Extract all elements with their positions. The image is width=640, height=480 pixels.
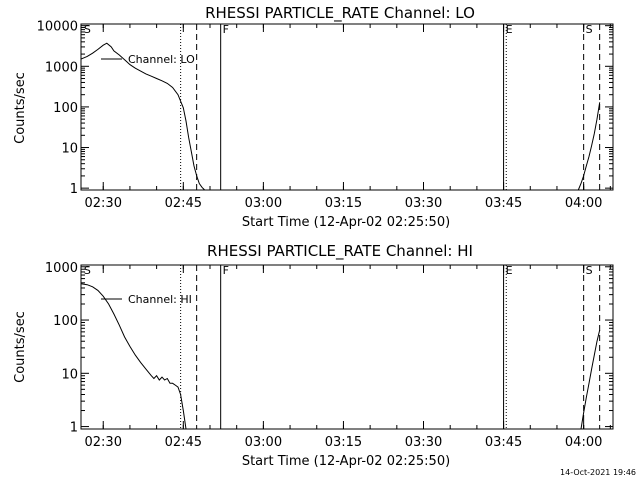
chart-panel-lo: RHESSI PARTICLE_RATE Channel: LO Counts/…: [13, 4, 614, 230]
x-tick-label: 02:45: [165, 196, 202, 211]
x-tick-label: 03:00: [245, 435, 282, 450]
series-group-lo: [80, 42, 601, 191]
y-axis-label-hi: Counts/sec: [13, 311, 28, 383]
x-tick-label: 03:45: [485, 196, 522, 211]
event-marker-label: F: [223, 23, 229, 36]
legend-label-lo: Channel: LO: [128, 53, 195, 66]
chart-title-lo: RHESSI PARTICLE_RATE Channel: LO: [205, 4, 475, 23]
y-tick-label: 10000: [37, 20, 78, 35]
x-tick-label: 04:00: [565, 435, 602, 450]
event-marker-label: S: [84, 264, 91, 277]
series-line: [577, 102, 601, 191]
x-tick-label: 03:30: [405, 435, 442, 450]
y-tick-label: 10: [61, 367, 78, 382]
event-marker-label: S: [586, 264, 593, 277]
x-tick-label: 02:45: [165, 435, 202, 450]
event-marker-label: E: [506, 23, 513, 36]
y-tick-label: 1: [70, 182, 78, 197]
x-tick-label: 03:15: [325, 196, 362, 211]
y-tick-label: 1: [70, 421, 78, 436]
y-tick-label: 1000: [45, 60, 78, 75]
legend-label-hi: Channel: HI: [128, 293, 192, 306]
plot-frame-hi: [80, 264, 614, 430]
x-tick-label: 03:45: [485, 435, 522, 450]
axis-ticks-lo: 02:30 02:45 03:00 03:15 03:30 03:45 04:00 1 10 10…: [37, 20, 613, 211]
x-tick-label: 02:30: [85, 196, 122, 211]
series-line: [80, 42, 206, 191]
x-tick-label: 03:00: [245, 196, 282, 211]
series-line: [580, 329, 601, 430]
x-tick-label: 03:15: [325, 435, 362, 450]
y-axis-label-lo: Counts/sec: [13, 72, 28, 144]
event-marker-label: S: [84, 23, 91, 36]
x-axis-label-lo: Start Time (12-Apr-02 02:25:50): [242, 215, 450, 230]
axis-ticks-hi: 02:30 02:45 03:00 03:15 03:30 03:45 04:00 1 10 10…: [45, 261, 613, 450]
y-tick-label: 10: [61, 142, 78, 157]
chart-panel-hi: RHESSI PARTICLE_RATE Channel: HI Counts/…: [13, 242, 614, 469]
y-tick-label: 100: [53, 314, 78, 329]
x-axis-label-hi: Start Time (12-Apr-02 02:25:50): [242, 454, 450, 469]
event-marker-label: F: [223, 264, 229, 277]
x-tick-label: 02:30: [85, 435, 122, 450]
y-tick-label: 100: [53, 101, 78, 116]
event-marker-label: E: [506, 264, 513, 277]
x-tick-label: 03:30: [405, 196, 442, 211]
chart-title-hi: RHESSI PARTICLE_RATE Channel: HI: [207, 242, 473, 261]
event-marker-label: S: [586, 23, 593, 36]
plot-frame-lo: [80, 23, 614, 191]
footer-timestamp: 14-Oct-2021 19:46: [560, 468, 636, 477]
y-tick-label: 1000: [45, 261, 78, 276]
x-tick-label: 04:00: [565, 196, 602, 211]
